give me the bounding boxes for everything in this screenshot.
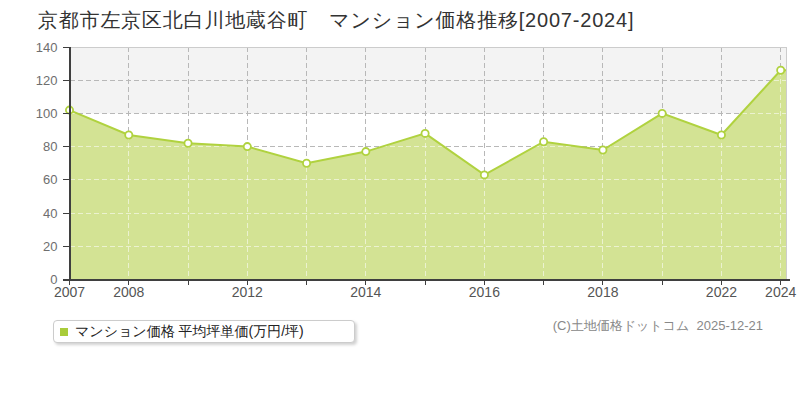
legend: マンション価格 平均坪単価(万円/坪) [53, 320, 355, 343]
y-tick-label: 20 [43, 239, 57, 254]
data-point-marker [303, 160, 310, 167]
data-point-marker [125, 131, 132, 138]
y-tick-label: 120 [36, 73, 58, 88]
y-tick-label: 40 [43, 206, 57, 221]
data-point-marker [777, 67, 784, 74]
chart-canvas: 0204060801001201402007200820122014201620… [0, 0, 800, 400]
x-tick-label: 2024 [765, 284, 796, 300]
data-point-marker [599, 146, 606, 153]
x-tick-label: 2018 [587, 284, 618, 300]
data-point-marker [718, 131, 725, 138]
y-tick-label: 60 [43, 172, 57, 187]
copyright: (C)土地価格ドットコム 2025-12-21 [553, 317, 763, 335]
y-tick-label: 100 [36, 106, 58, 121]
data-point-marker [481, 171, 488, 178]
y-tick-label: 140 [36, 40, 58, 55]
x-tick-label: 2022 [706, 284, 737, 300]
data-point-marker [184, 140, 191, 147]
x-tick-label: 2016 [469, 284, 500, 300]
data-point-marker [244, 143, 251, 150]
data-point-marker [362, 148, 369, 155]
data-point-marker [422, 130, 429, 137]
x-tick-label: 2007 [54, 284, 85, 300]
data-point-marker [659, 110, 666, 117]
legend-label: マンション価格 平均坪単価(万円/坪) [75, 323, 304, 341]
legend-marker [60, 328, 68, 336]
x-tick-label: 2012 [232, 284, 263, 300]
data-point-marker [540, 138, 547, 145]
y-tick-label: 80 [43, 139, 57, 154]
x-tick-label: 2008 [113, 284, 144, 300]
x-tick-label: 2014 [350, 284, 381, 300]
chart-title: 京都市左京区北白川地蔵谷町 マンション価格推移[2007-2024] [38, 7, 634, 34]
